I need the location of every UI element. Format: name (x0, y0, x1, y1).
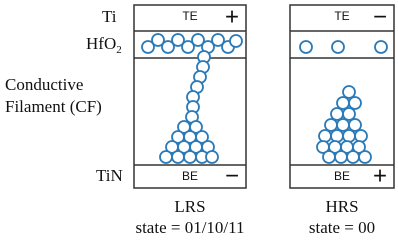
hfo2-label: HfO2 (86, 34, 122, 56)
vacancy (206, 151, 218, 163)
vacancy (172, 151, 184, 163)
cf-label-2: Filament (CF) (5, 97, 102, 116)
vacancy (355, 130, 367, 142)
vacancy (347, 151, 359, 163)
cf-label-1: Conductive (5, 75, 83, 94)
tin-label: TiN (96, 166, 123, 185)
bottom-electrode: BE (182, 169, 198, 183)
top-sign: − (373, 3, 387, 30)
bottom-sign: − (225, 162, 239, 189)
vacancy (349, 97, 361, 109)
vacancy (325, 119, 337, 131)
vacancy (319, 130, 331, 142)
hfo2-sub: 2 (116, 44, 122, 56)
vacancy (375, 41, 387, 53)
vacancy (160, 151, 172, 163)
top-sign: + (225, 3, 239, 30)
vacancy (343, 108, 355, 120)
vacancy (332, 41, 344, 53)
vacancy (337, 119, 349, 131)
hfo2-main: HfO (86, 34, 116, 53)
vacancy (337, 97, 349, 109)
state-code: state = 00 (309, 218, 375, 237)
vacancy (335, 151, 347, 163)
vacancy (331, 108, 343, 120)
top-electrode: TE (334, 9, 349, 23)
vacancy (359, 151, 371, 163)
vacancy (343, 130, 355, 142)
vacancy (300, 41, 312, 53)
diagram: Ti HfO2 Conductive Filament (CF) TiN TE +… (0, 0, 398, 242)
state-name: HRS (325, 197, 358, 216)
bottom-electrode: BE (334, 169, 350, 183)
bottom-sign: + (373, 162, 387, 189)
top-electrode: TE (182, 9, 197, 23)
state-code: state = 01/10/11 (135, 218, 244, 237)
vacancy (331, 130, 343, 142)
vacancy (343, 86, 355, 98)
ti-label: Ti (102, 7, 117, 26)
vacancy (230, 35, 242, 47)
vacancy (184, 151, 196, 163)
vacancy (349, 119, 361, 131)
devices: TE + BE − LRS state = 01/10/11 TE − BE + HRS state … (134, 3, 394, 237)
vacancy (323, 151, 335, 163)
state-name: LRS (174, 197, 205, 216)
